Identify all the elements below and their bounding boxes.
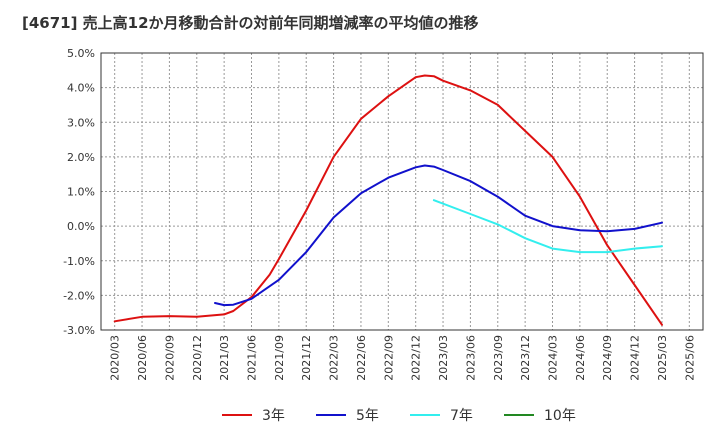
axis-layer [100,52,704,331]
x-tick-label: 2022/06 [355,335,368,381]
y-tick-label: 0.0% [67,220,95,233]
x-tick-label: 2024/06 [574,335,587,381]
series-line [432,199,663,254]
legend-label: 3年 [262,408,285,424]
x-tick-label: 2025/03 [656,335,669,381]
x-tick-label: 2023/06 [464,335,477,381]
x-tick-label: 2022/09 [382,335,395,381]
y-tick-label: -2.0% [63,289,95,302]
x-tick-label: 2022/12 [410,335,423,381]
chart-title: [4671] 売上高12か月移動合計の対前年同期増減率の平均値の推移 [22,14,479,32]
x-tick-label: 2020/06 [136,335,149,381]
y-tick-label: 5.0% [67,47,95,60]
x-tick-label: 2023/09 [492,335,505,381]
legend-label: 5年 [356,408,379,424]
x-tick-label: 2021/03 [218,335,231,381]
y-tick-label: 4.0% [67,82,95,95]
x-tick-label: 2020/03 [109,335,122,381]
x-tick-label: 2025/06 [683,335,696,381]
legend-item: 7年 [410,403,473,427]
legend-item: 3年 [222,403,285,427]
x-tick-label: 2020/12 [191,335,204,381]
series-layer [113,74,663,326]
y-tick-label: -1.0% [63,255,95,268]
y-tick-label: 3.0% [67,116,95,129]
series-line [214,164,663,307]
legend-swatch [316,414,346,416]
legend: 3年 5年 7年 10年 [0,403,720,427]
x-tick-label: 2021/12 [300,335,313,381]
legend-item: 10年 [504,403,576,427]
y-tick-label: -3.0% [63,324,95,337]
x-tick-label: 2024/03 [547,335,560,381]
x-tick-label: 2022/03 [328,335,341,381]
legend-swatch [410,414,440,416]
legend-label: 7年 [450,408,473,424]
tick-label-layer: 5.0% 4.0% 3.0% 2.0% 1.0% 0.0% -1.0% -2.0% -3.0% 2… [63,47,696,381]
x-tick-label: 2024/12 [629,335,642,381]
grid-layer [101,53,703,330]
x-tick-label: 2024/09 [601,335,614,381]
series-line [113,74,663,326]
x-tick-label: 2021/06 [246,335,259,381]
y-tick-label: 2.0% [67,151,95,164]
x-tick-label: 2021/09 [273,335,286,381]
legend-item: 5年 [316,403,379,427]
x-tick-label: 2023/03 [437,335,450,381]
plot-frame [100,52,704,331]
y-tick-label: 1.0% [67,186,95,199]
legend-swatch [504,414,534,416]
legend-label: 10年 [544,408,576,424]
legend-swatch [222,414,252,416]
x-tick-label: 2020/09 [163,335,176,381]
x-tick-label: 2023/12 [519,335,532,381]
